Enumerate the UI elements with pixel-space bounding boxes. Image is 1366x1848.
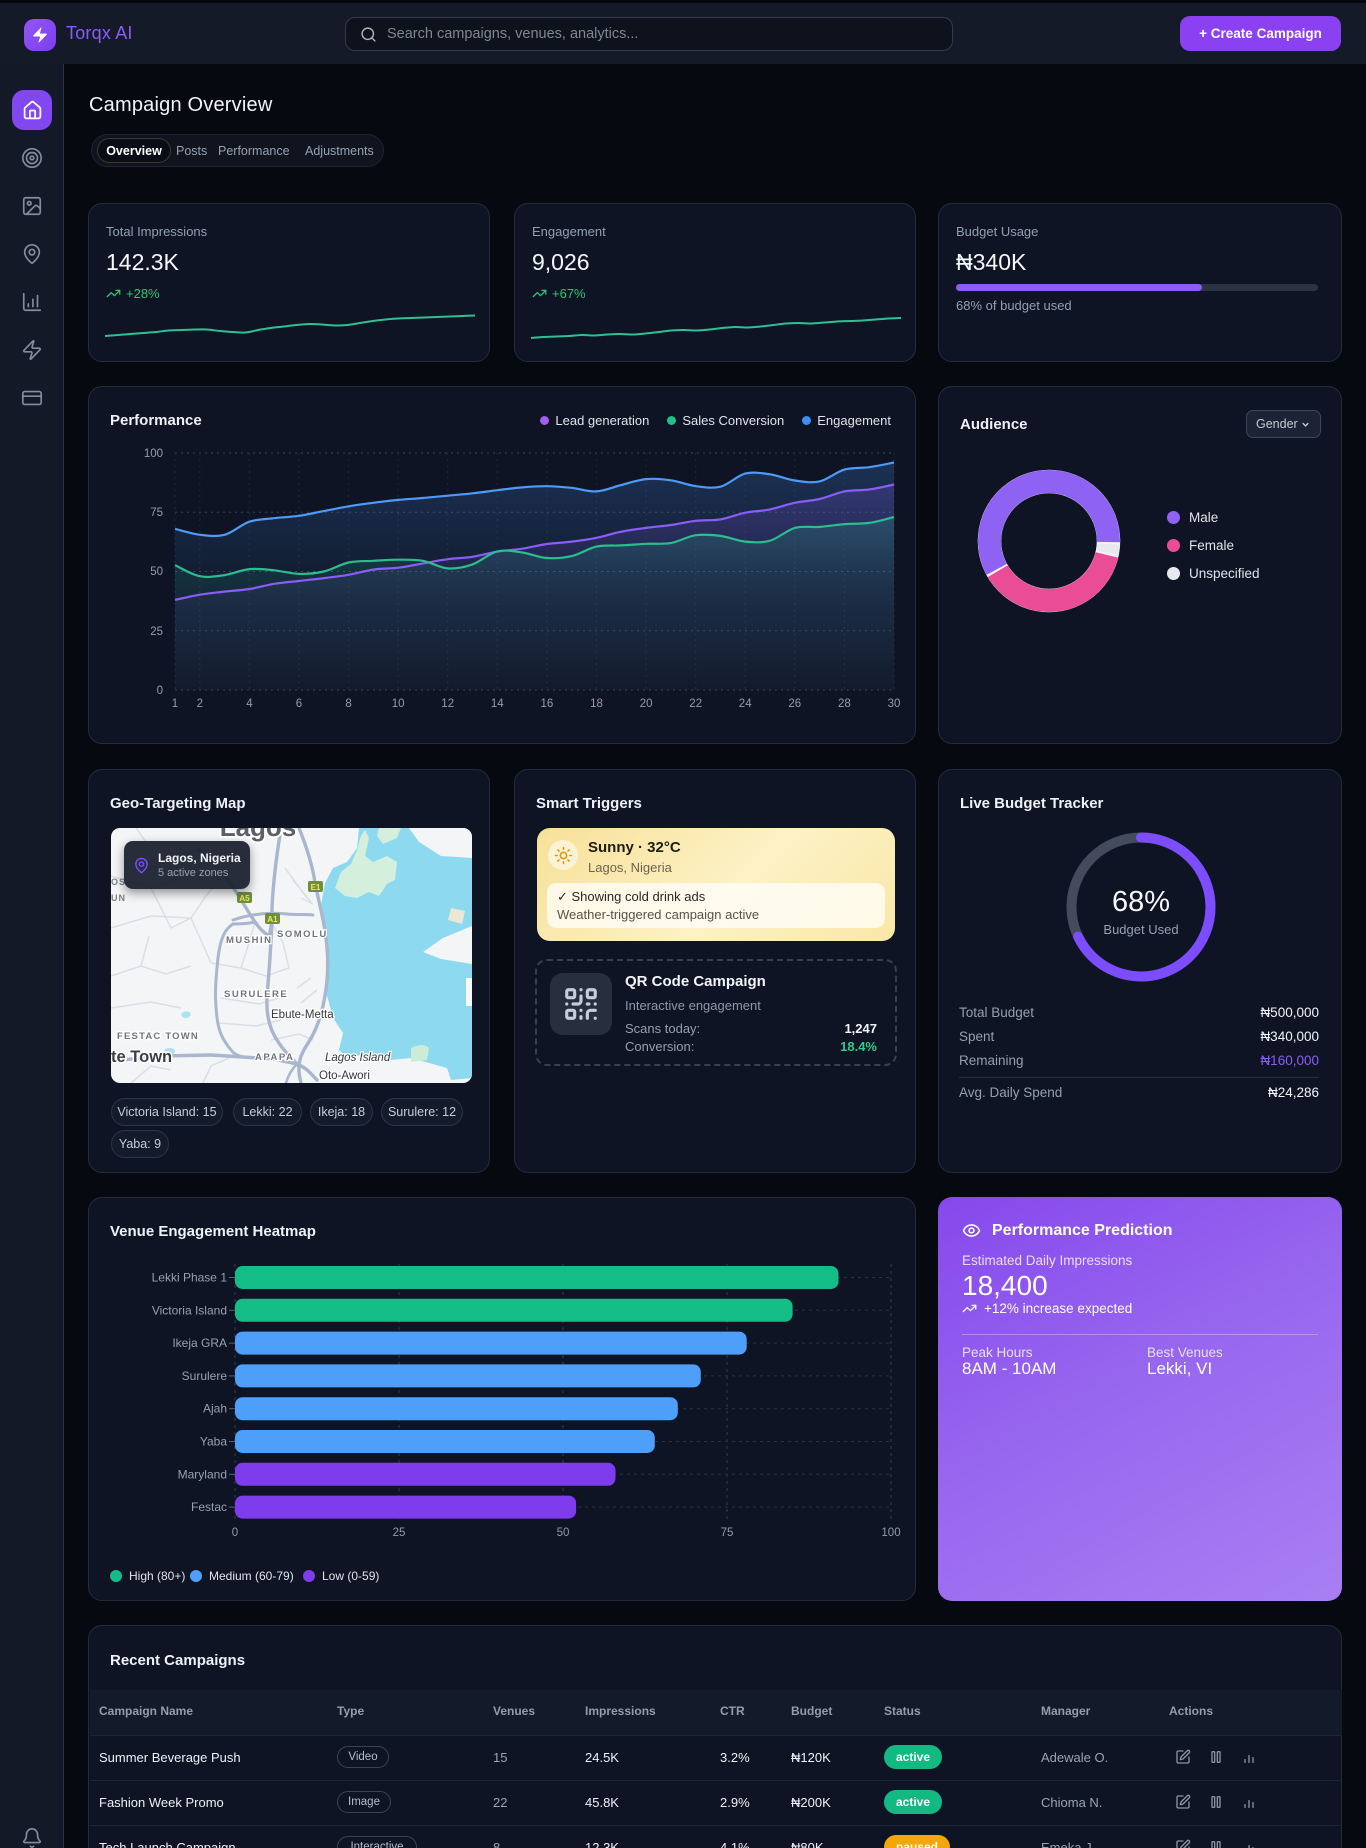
svg-text:Surulere: Surulere: [182, 1369, 228, 1383]
svg-text:8: 8: [345, 698, 351, 710]
svg-text:16: 16: [541, 698, 554, 710]
svg-text:30: 30: [888, 698, 901, 710]
svg-text:75: 75: [150, 507, 163, 519]
svg-text:100: 100: [144, 448, 163, 460]
svg-text:4: 4: [246, 698, 253, 710]
svg-text:Ikeja GRA: Ikeja GRA: [172, 1336, 227, 1350]
svg-text:24: 24: [739, 698, 752, 710]
svg-text:0: 0: [232, 1527, 238, 1539]
svg-text:28: 28: [838, 698, 851, 710]
svg-text:MUSHIN: MUSHIN: [226, 935, 272, 946]
svg-text:Lagos Island: Lagos Island: [325, 1052, 391, 1064]
svg-text:50: 50: [150, 566, 163, 578]
svg-text:Lagos: Lagos: [220, 828, 297, 842]
svg-text:20: 20: [640, 698, 653, 710]
svg-text:0: 0: [157, 685, 163, 697]
svg-text:Ajah: Ajah: [203, 1402, 227, 1416]
svg-text:22: 22: [689, 698, 702, 710]
svg-text:26: 26: [788, 698, 801, 710]
svg-text:OS: OS: [111, 877, 126, 887]
svg-text:14: 14: [491, 698, 504, 710]
svg-text:1: 1: [172, 698, 178, 710]
svg-text:Oto-Awori: Oto-Awori: [319, 1070, 370, 1082]
svg-text:UN: UN: [111, 893, 126, 903]
svg-text:25: 25: [150, 626, 163, 638]
svg-text:A1: A1: [267, 915, 278, 924]
svg-text:2: 2: [197, 698, 203, 710]
svg-text:6: 6: [296, 698, 302, 710]
svg-text:SOMOLU: SOMOLU: [277, 929, 328, 940]
svg-text:10: 10: [392, 698, 405, 710]
svg-text:E1: E1: [311, 883, 321, 892]
svg-text:25: 25: [393, 1527, 406, 1539]
svg-text:100: 100: [881, 1527, 900, 1539]
svg-text:50: 50: [557, 1527, 570, 1539]
svg-text:Yaba: Yaba: [200, 1435, 227, 1449]
svg-text:SURULERE: SURULERE: [224, 989, 288, 1000]
svg-text:12: 12: [441, 698, 454, 710]
svg-text:Victoria Island: Victoria Island: [152, 1303, 227, 1317]
svg-text:A5: A5: [239, 894, 250, 903]
svg-text:75: 75: [721, 1527, 734, 1539]
svg-text:Lekki Phase 1: Lekki Phase 1: [152, 1271, 228, 1285]
svg-text:Festac: Festac: [191, 1500, 227, 1514]
svg-text:te Town: te Town: [111, 1048, 172, 1066]
svg-text:FESTAC TOWN: FESTAC TOWN: [117, 1031, 199, 1042]
svg-text:Maryland: Maryland: [178, 1467, 227, 1481]
svg-text:18: 18: [590, 698, 603, 710]
svg-text:APAPA: APAPA: [255, 1052, 294, 1063]
svg-text:Ebute-Metta: Ebute-Metta: [271, 1009, 334, 1021]
